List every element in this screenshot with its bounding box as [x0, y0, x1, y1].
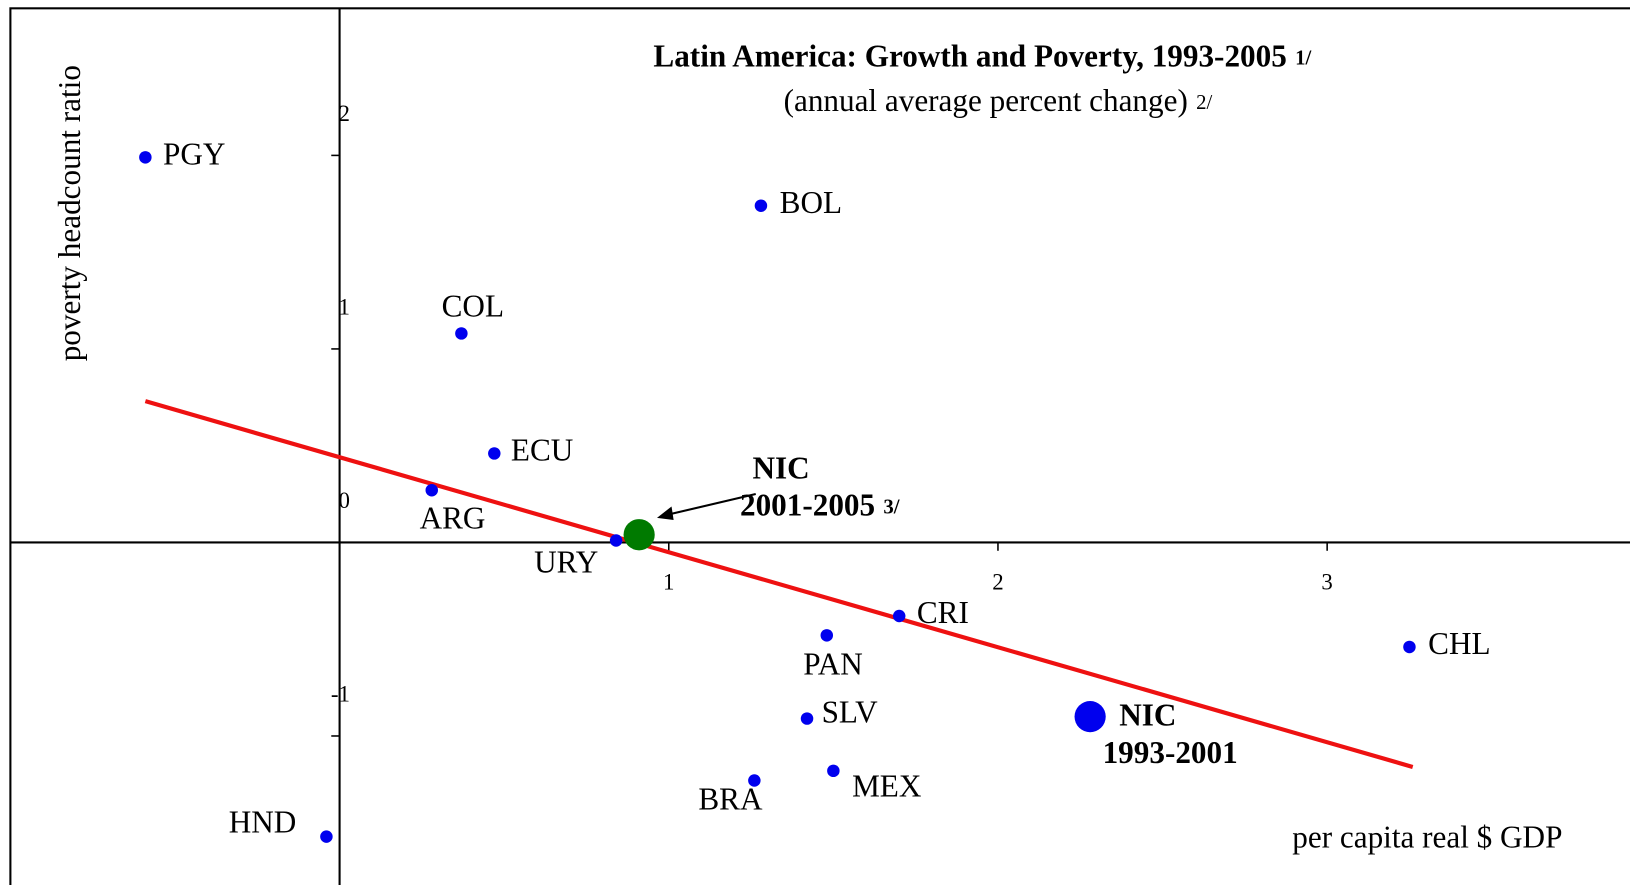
point-label: MEX	[852, 769, 921, 804]
arrow-head	[656, 506, 674, 520]
point	[892, 609, 906, 623]
point	[609, 534, 623, 547]
point	[820, 629, 834, 642]
point	[455, 327, 468, 340]
point-label: 1993-2001	[1103, 735, 1238, 770]
point-label-text: 1993-2001	[1103, 735, 1238, 770]
point-label: PAN	[803, 647, 863, 682]
subtitle-text: (annual average percent change)	[784, 83, 1188, 118]
point	[1403, 640, 1416, 654]
point-label: COL	[442, 289, 504, 324]
annotation-arrow	[667, 492, 756, 516]
point-label-text: NIC	[752, 450, 809, 485]
point	[320, 830, 333, 843]
point	[488, 447, 501, 460]
point-label: URY	[534, 545, 598, 580]
chart-subtitle: (annual average percent change) 2/	[784, 83, 1213, 118]
point-label: CHL	[1428, 626, 1490, 661]
title-note: 1/	[1295, 46, 1311, 69]
y-tick-label: 1	[339, 295, 350, 320]
x-axis-label: per capita real $ GDP	[1292, 819, 1562, 854]
point	[827, 764, 840, 778]
frame	[9, 7, 1630, 885]
point-label: SLV	[822, 695, 879, 730]
x-tick-label: 2	[992, 569, 1003, 594]
point-label: NIC	[752, 450, 809, 485]
y-axis-label: poverty headcount ratio	[52, 65, 87, 361]
point	[1074, 701, 1106, 733]
point	[748, 774, 761, 787]
point	[623, 519, 655, 551]
point-label: 2001-2005 3/	[740, 488, 900, 523]
y-tick-label: 2	[339, 101, 350, 126]
point	[754, 199, 768, 212]
point	[139, 151, 152, 164]
chart-title: Latin America: Growth and Poverty, 1993-…	[653, 38, 1311, 73]
point-label: BRA	[698, 781, 763, 816]
point-label-text: NIC	[1119, 698, 1176, 733]
subtitle-note: 2/	[1196, 91, 1212, 114]
point-label: PGY	[163, 136, 225, 171]
point-label: CRI	[917, 595, 969, 630]
point-label: ECU	[511, 433, 573, 468]
point-label: BOL	[780, 185, 842, 220]
title-text: Latin America: Growth and Poverty, 1993-…	[653, 38, 1286, 73]
point	[425, 483, 438, 497]
x-tick-label: 1	[663, 569, 674, 594]
point-label: ARG	[420, 501, 486, 536]
point-label: NIC	[1119, 698, 1176, 733]
y-tick-label: 0	[339, 488, 350, 513]
x-tick-label: 3	[1321, 569, 1332, 594]
point-label: HND	[229, 804, 297, 839]
point-label-note: 3/	[883, 495, 899, 518]
point	[800, 712, 814, 725]
trend-line	[144, 399, 1414, 769]
y-tick-label: -1	[331, 682, 350, 707]
point-label-text: 2001-2005	[740, 488, 875, 523]
